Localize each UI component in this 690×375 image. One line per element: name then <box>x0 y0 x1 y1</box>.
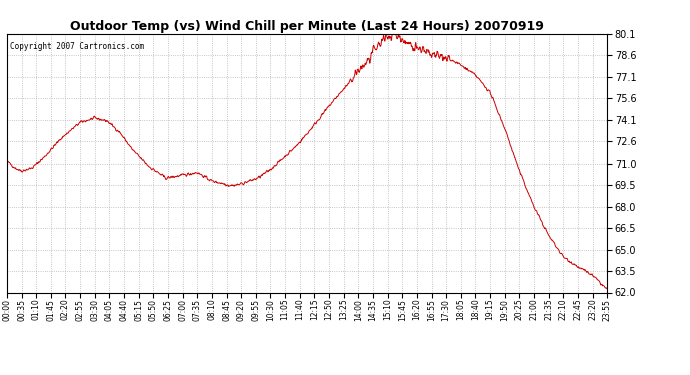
Text: Copyright 2007 Cartronics.com: Copyright 2007 Cartronics.com <box>10 42 144 51</box>
Title: Outdoor Temp (vs) Wind Chill per Minute (Last 24 Hours) 20070919: Outdoor Temp (vs) Wind Chill per Minute … <box>70 20 544 33</box>
